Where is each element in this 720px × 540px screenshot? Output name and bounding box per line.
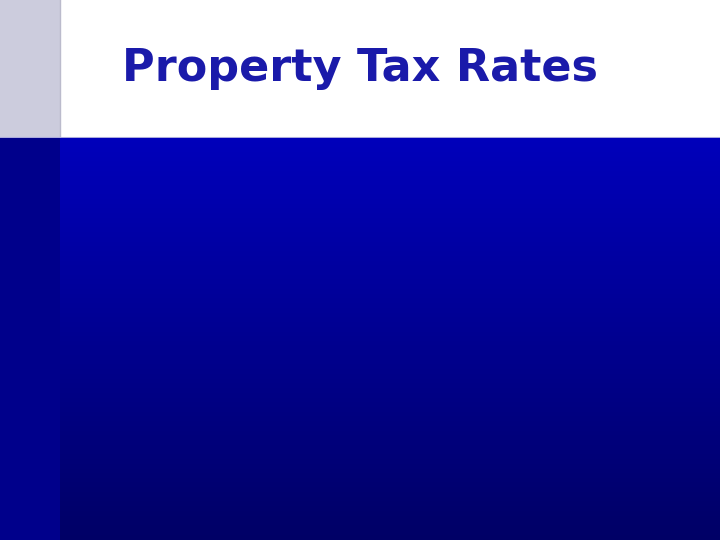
Text: needed levy is $654,321: needed levy is $654,321 (112, 244, 306, 259)
Bar (0, 0, 60, 138)
Text: Tax Rate Calculation Example: Tax Rate Calculation Example (115, 172, 531, 196)
Text: Step 1: Divide AV by 100 =: Step 1: Divide AV by 100 = (112, 271, 310, 286)
Bar (0, 0, 720, 138)
Text: Step 2: Divide the needed levy ($654,321) by step 1 result;: Step 2: Divide the needed levy ($654,321… (112, 349, 548, 364)
Text: –  Assume the assessed value is $123,456,789 and assume the: – Assume the assessed value is $123,456,… (112, 220, 577, 235)
Text: 123,456,789/100 = 1,234,567: 123,456,789/100 = 1,234,567 (259, 299, 490, 314)
Text: Property Tax Rates: Property Tax Rates (122, 48, 598, 90)
Bar (0, 138, 60, 540)
Text: $654,321/$1,234,567 = 0.5300: $654,321/$1,234,567 = 0.5300 (261, 377, 487, 395)
Text: Tax rate needed is 0.5300 per $100 of assessed valuation.: Tax rate needed is 0.5300 per $100 of as… (112, 435, 541, 450)
Bar (79, 176, 102, 193)
